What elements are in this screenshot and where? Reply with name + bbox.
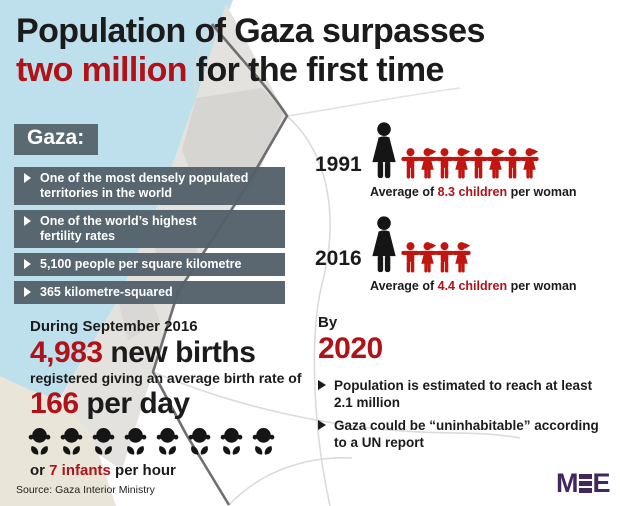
child-boy-icon — [435, 242, 454, 273]
arrow-bullet-icon — [318, 420, 326, 430]
woman-icon — [368, 122, 401, 184]
projection-year: 2020 — [318, 332, 383, 365]
child-boy-icon — [435, 148, 454, 179]
infant-icon — [124, 428, 147, 455]
mee-logo: M E — [556, 468, 611, 498]
page-title: Population of Gaza surpasses two million… — [16, 12, 485, 90]
births-block: During September 2016 4,983 new births r… — [28, 318, 320, 479]
child-girl-icon — [452, 148, 471, 179]
per-hour-value: 7 infants — [49, 462, 111, 479]
child-girl-icon — [520, 148, 539, 179]
infant-icon — [156, 428, 179, 455]
fact-text: One of the most densely populated territ… — [40, 171, 249, 200]
title-line2-rest: for the first time — [186, 51, 445, 89]
projection-bullet: Population is estimated to reach at leas… — [318, 378, 618, 411]
births-period: During September 2016 — [30, 318, 198, 335]
child-girl-icon — [418, 242, 437, 273]
infant-icon — [252, 428, 275, 455]
infant-icon — [220, 428, 243, 455]
map-sinai — [0, 376, 116, 506]
fact-bar: 5,100 people per square kilometre — [14, 253, 285, 276]
child-girl-icon — [452, 242, 471, 273]
fertility-caption: Average of 4.4 children per woman — [370, 279, 577, 293]
infant-icon — [28, 428, 51, 455]
year-label: 2016 — [315, 247, 362, 270]
child-girl-icon — [418, 148, 437, 179]
arrow-bullet-icon — [24, 173, 31, 183]
births-note: registered giving an average birth rate … — [30, 370, 302, 386]
arrow-bullet-icon — [24, 216, 31, 226]
child-boy-icon — [401, 242, 420, 273]
logo-letter-e: E — [592, 468, 611, 498]
arrow-bullet-icon — [24, 287, 31, 297]
child-girl-icon — [486, 148, 505, 179]
infant-icon — [92, 428, 115, 455]
infant-icon — [188, 428, 211, 455]
arrow-bullet-icon — [24, 259, 31, 269]
by-label: By — [318, 314, 338, 331]
fact-text: 5,100 people per square kilometre — [40, 257, 242, 271]
fact-text: One of the world’s highest fertility rat… — [40, 214, 197, 243]
projection-bullets: Population is estimated to reach at leas… — [318, 378, 618, 451]
births-rate: 166 per day — [30, 387, 190, 420]
births-total-value: 4,983 — [30, 336, 103, 369]
title-line1: Population of Gaza surpasses — [16, 12, 485, 50]
source-credit: Source: Gaza Interior Ministry — [16, 484, 155, 496]
logo-e-bars-icon — [578, 474, 592, 493]
fertility-value: 8.3 children — [437, 185, 508, 199]
fertility-row-1991: 1991 Average of 8.3 children per woman — [315, 122, 617, 199]
children-icon-row — [401, 143, 539, 184]
projection-block: By 2020 Population is estimated to reach… — [318, 314, 618, 458]
logo-letter-m: M — [556, 468, 578, 498]
gaza-heading: Gaza: — [14, 124, 99, 155]
title-line2: two million for the first time — [16, 51, 485, 90]
child-boy-icon — [469, 148, 488, 179]
gaza-facts-list: One of the most densely populated territ… — [14, 167, 285, 309]
year-label: 1991 — [315, 153, 362, 176]
projection-bullet: Gaza could be “uninhabitable” according … — [318, 418, 618, 451]
title-highlight: two million — [16, 51, 188, 89]
map-roads — [152, 23, 521, 506]
infant-icon-row — [28, 427, 320, 457]
child-boy-icon — [503, 148, 522, 179]
woman-icon — [368, 216, 401, 278]
woman-icon — [372, 216, 396, 273]
woman-icon — [372, 122, 396, 179]
fact-text: 365 kilometre-squared — [40, 285, 173, 299]
infant-icon — [60, 428, 83, 455]
births-rate-value: 166 — [30, 387, 79, 420]
fertility-row-2016: 2016 Average of 4.4 children per woman — [315, 216, 617, 293]
fact-bar: 365 kilometre-squared — [14, 281, 285, 304]
arrow-bullet-icon — [318, 380, 326, 390]
child-boy-icon — [401, 148, 420, 179]
births-per-hour: or 7 infants per hour — [30, 462, 176, 479]
fertility-value: 4.4 children — [437, 279, 508, 293]
fact-bar: One of the world’s highest fertility rat… — [14, 210, 285, 248]
fact-bar: One of the most densely populated territ… — [14, 167, 285, 205]
fertility-caption: Average of 8.3 children per woman — [370, 185, 577, 199]
births-total: 4,983 new births — [30, 336, 256, 369]
children-icon-row — [401, 237, 471, 278]
